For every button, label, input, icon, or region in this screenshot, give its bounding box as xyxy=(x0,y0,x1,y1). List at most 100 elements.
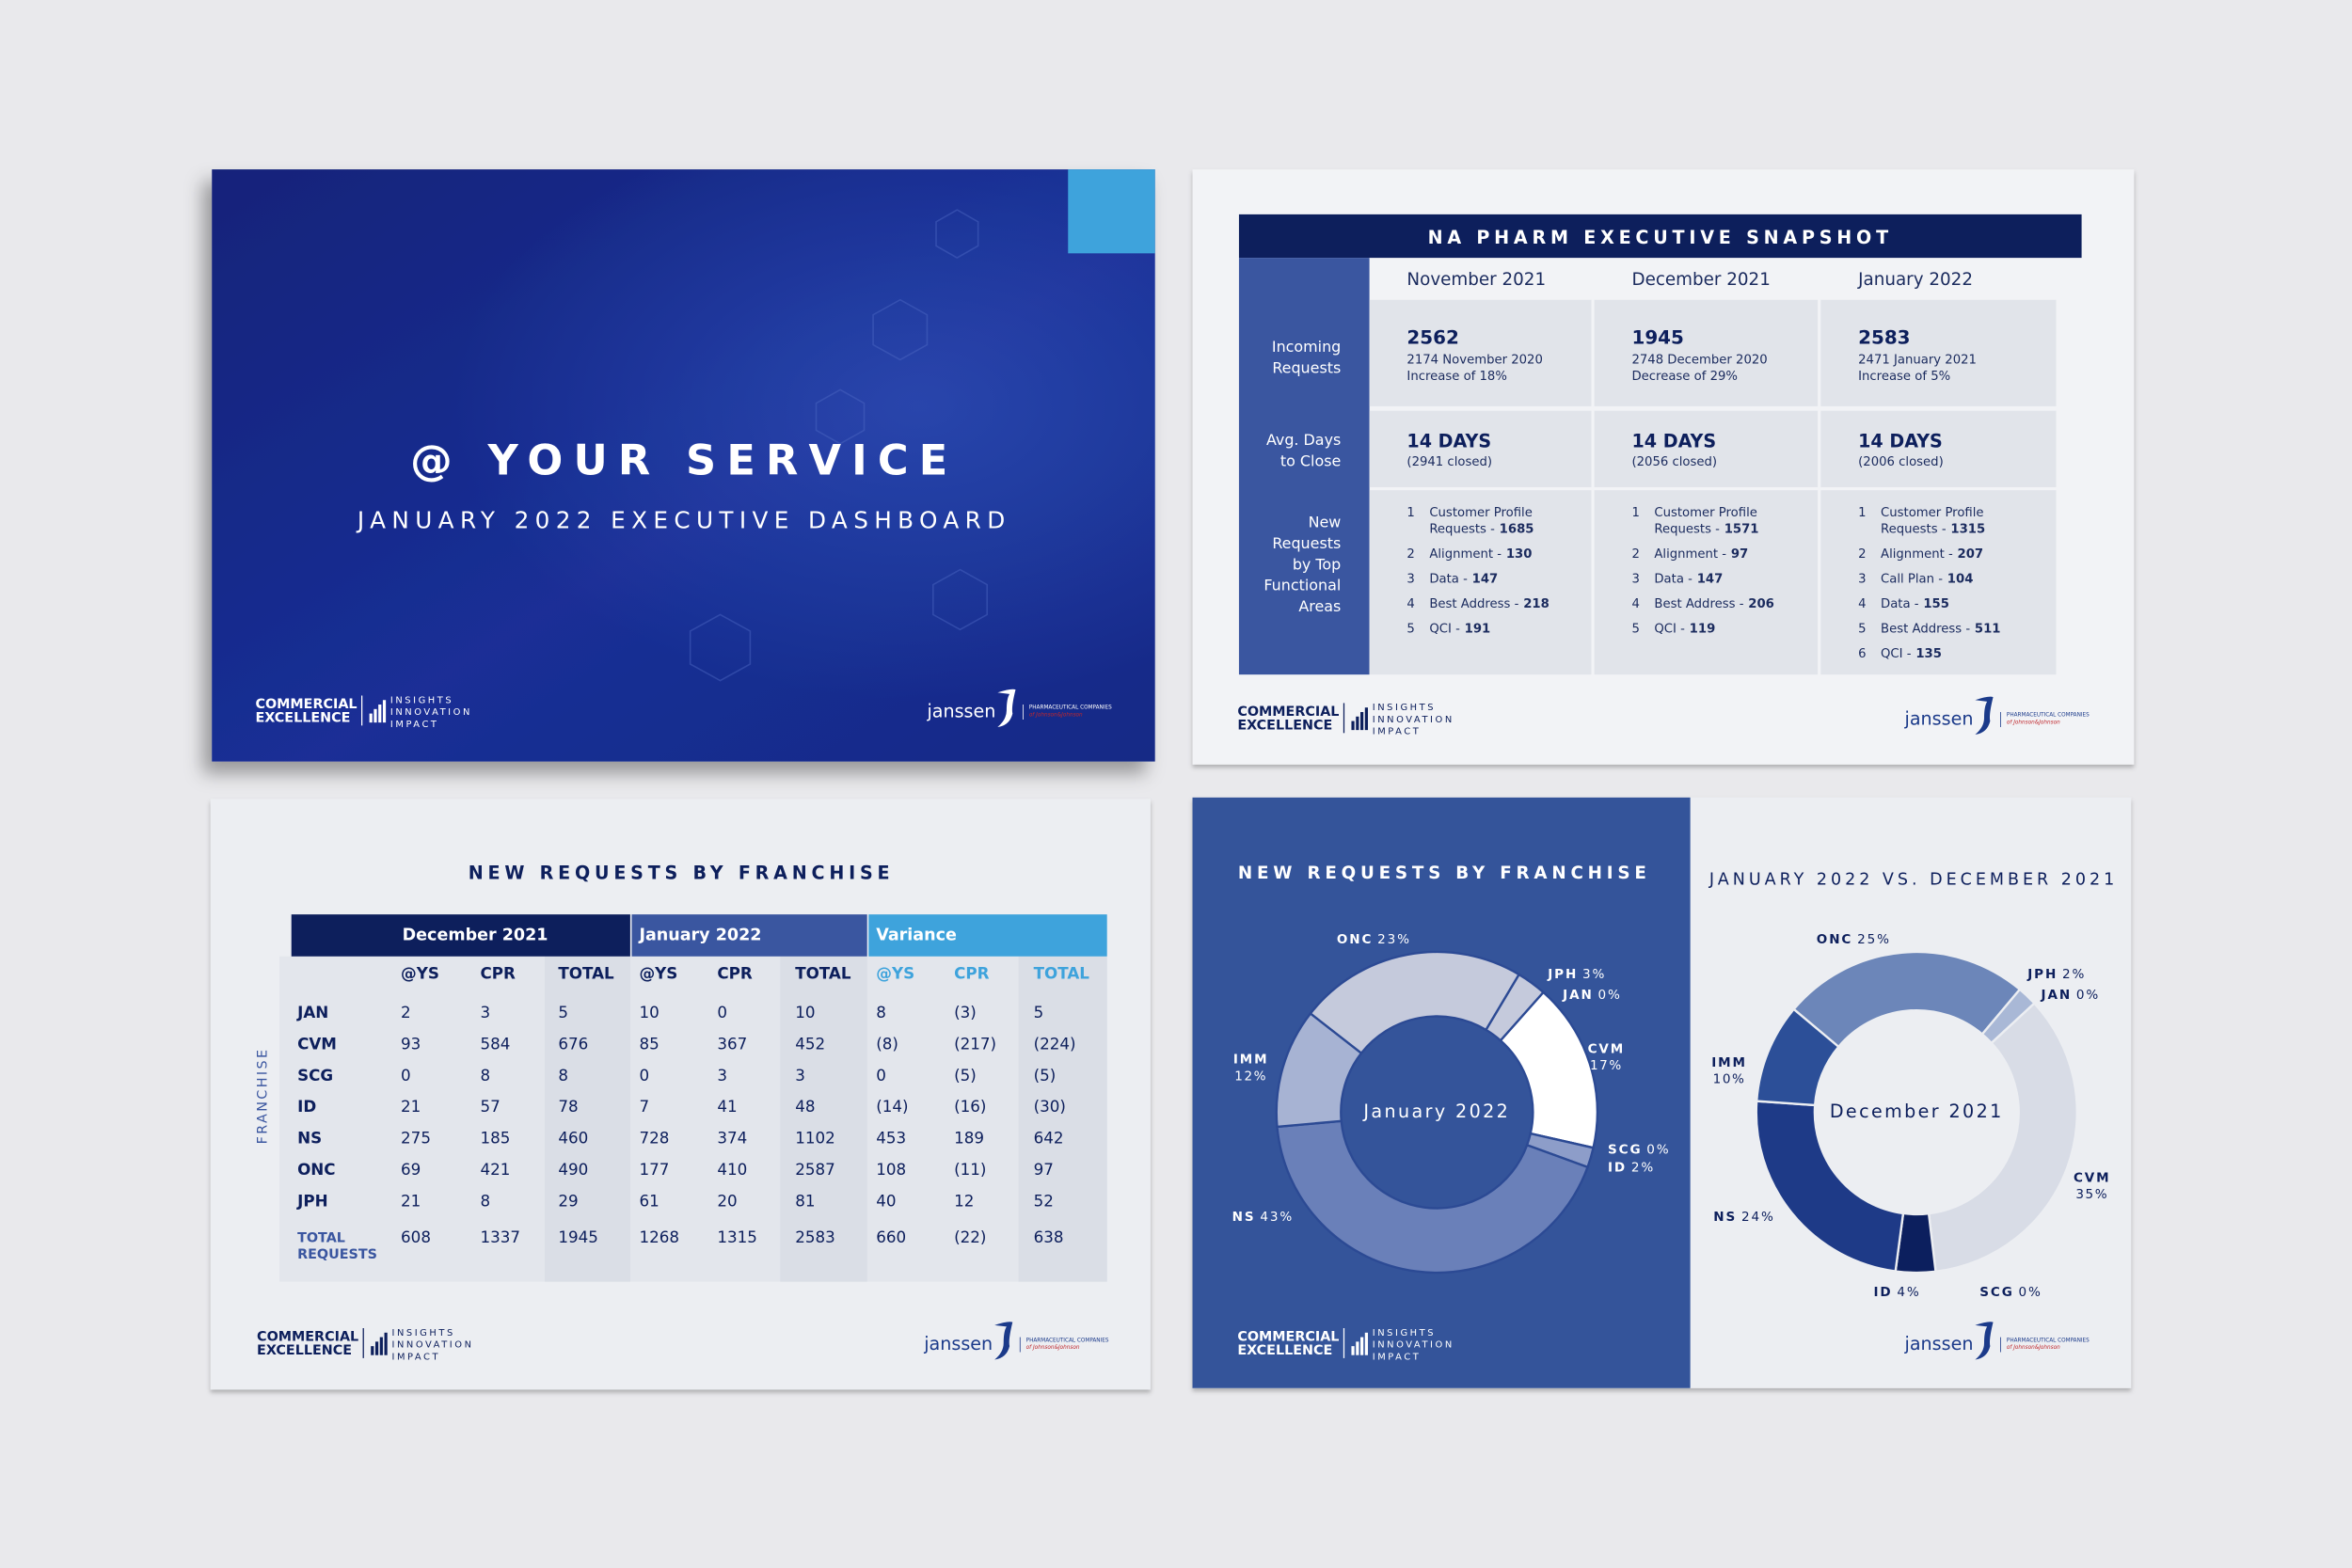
area-name: Requests -1571 xyxy=(1654,523,1758,537)
segment-value: 0% xyxy=(2076,988,2100,1003)
brand-icon xyxy=(373,708,377,723)
brand-icon xyxy=(1364,1332,1368,1355)
area-name: Data -147 xyxy=(1429,572,1498,586)
table-cell: 5 xyxy=(558,1003,568,1022)
table-cell: 453 xyxy=(876,1129,906,1148)
table-cell: 1315 xyxy=(717,1227,757,1246)
center-label: January 2022 xyxy=(1362,1101,1510,1122)
area-count: 130 xyxy=(1506,547,1533,562)
area-count: 104 xyxy=(1947,572,1974,586)
row-label: CVM xyxy=(297,1034,337,1053)
area-name: Best Address -206 xyxy=(1654,597,1773,611)
brand-icon xyxy=(379,1337,383,1355)
area-count: 155 xyxy=(1923,597,1949,611)
column-header: TOTAL xyxy=(795,963,851,982)
table-cell: 20 xyxy=(717,1192,737,1211)
table-cell: 81 xyxy=(795,1192,815,1211)
total-label: REQUESTS xyxy=(297,1247,377,1262)
area-rank: 4 xyxy=(1858,597,1866,611)
donut-segment xyxy=(1927,1001,2078,1274)
table-cell: 676 xyxy=(558,1034,588,1053)
cell-bg xyxy=(1594,410,1819,487)
area-count: 218 xyxy=(1523,597,1549,611)
table-cell: 0 xyxy=(639,1066,649,1085)
area-count: 1571 xyxy=(1724,523,1759,537)
table-cell: 21 xyxy=(401,1097,421,1116)
brand-line: EXCELLENCE xyxy=(1237,1343,1332,1358)
segment-value: 17% xyxy=(1590,1058,1623,1073)
group-header xyxy=(631,914,867,957)
cover-subtitle: JANUARY 2022 EXECUTIVE DASHBOARD xyxy=(356,507,1011,534)
area-count: 1685 xyxy=(1500,523,1534,537)
area-rank: 1 xyxy=(1858,506,1866,520)
table-cell: 40 xyxy=(876,1192,896,1211)
group-label: Variance xyxy=(876,926,957,944)
brand-icon xyxy=(378,705,382,723)
brand-icon xyxy=(1356,716,1359,731)
brand-tagline: INSIGHTS xyxy=(392,1328,455,1338)
area-rank: 6 xyxy=(1858,647,1866,661)
table-cell: (5) xyxy=(1034,1066,1057,1085)
brand-line: COMMERCIAL xyxy=(257,1330,358,1345)
table-cell: (5) xyxy=(954,1066,977,1085)
column-header: November 2021 xyxy=(1406,270,1546,290)
left-panel xyxy=(1192,797,1691,1388)
donut-segment xyxy=(1755,1100,1905,1273)
brand-sub: of Johnson&Johnson xyxy=(1029,713,1083,719)
segment-name: JAN 0% xyxy=(1562,988,1622,1003)
table-cell: 452 xyxy=(795,1034,825,1053)
area-name: Data -147 xyxy=(1654,572,1723,586)
table-cell: 10 xyxy=(795,1003,815,1022)
table-cell: (217) xyxy=(954,1034,996,1053)
days-value: 14 DAYS xyxy=(1406,431,1491,452)
row-label: ONC xyxy=(297,1160,335,1179)
segment-value: 10% xyxy=(1713,1071,1746,1086)
row-label: Requests xyxy=(1272,534,1341,552)
title-bar xyxy=(1238,214,2082,259)
incoming-value: 1945 xyxy=(1631,327,1683,349)
table-cell: 410 xyxy=(717,1160,747,1179)
area-name: Customer Profile xyxy=(1881,506,1984,520)
area-name: QCI -119 xyxy=(1654,622,1715,636)
row-label: NS xyxy=(297,1129,322,1148)
brand-sub: of Johnson&Johnson xyxy=(2007,1345,2060,1351)
brand-sub: of Johnson&Johnson xyxy=(2007,721,2060,726)
table-cell: 21 xyxy=(401,1192,421,1211)
table-cell: 275 xyxy=(401,1129,431,1148)
incoming-note: Increase of 18% xyxy=(1406,370,1506,384)
group-label: December 2021 xyxy=(403,926,548,944)
table-cell: 12 xyxy=(954,1192,974,1211)
area-count: 206 xyxy=(1748,597,1774,611)
area-name: Requests -1685 xyxy=(1429,523,1534,537)
area-name: Data -155 xyxy=(1881,597,1949,611)
row-label: New xyxy=(1309,514,1342,531)
brand-swoosh xyxy=(997,689,1016,727)
incoming-note: 2174 November 2020 xyxy=(1406,353,1542,367)
area-rank: 2 xyxy=(1631,547,1639,562)
col-shade xyxy=(780,956,867,1282)
brand-icon xyxy=(1360,712,1364,731)
table-cell: 3 xyxy=(481,1003,491,1022)
table-cell: (14) xyxy=(876,1097,908,1116)
table-cell: 177 xyxy=(639,1160,669,1179)
group-header xyxy=(291,914,630,957)
row-label: Avg. Days xyxy=(1266,431,1341,449)
table-cell: 2 xyxy=(401,1003,411,1022)
row-label: by Top xyxy=(1293,555,1341,573)
table-cell: (22) xyxy=(954,1227,986,1246)
segment-name: JAN 0% xyxy=(2041,988,2101,1003)
table-cell: 29 xyxy=(558,1192,578,1211)
area-name: Customer Profile xyxy=(1654,506,1757,520)
table-cell: 584 xyxy=(481,1034,511,1053)
brand-tagline: INNOVATION xyxy=(1373,715,1454,725)
brand-icon xyxy=(1364,707,1368,731)
brand-tagline: INSIGHTS xyxy=(390,695,453,705)
table-cell: 2587 xyxy=(795,1160,835,1179)
table-cell: 93 xyxy=(401,1034,421,1053)
segment-name: NS 24% xyxy=(1713,1210,1775,1225)
area-rank: 4 xyxy=(1631,597,1639,611)
segment-value: 0% xyxy=(2019,1285,2042,1300)
days-note: (2056 closed) xyxy=(1631,455,1717,469)
column-header: @YS xyxy=(876,963,914,982)
